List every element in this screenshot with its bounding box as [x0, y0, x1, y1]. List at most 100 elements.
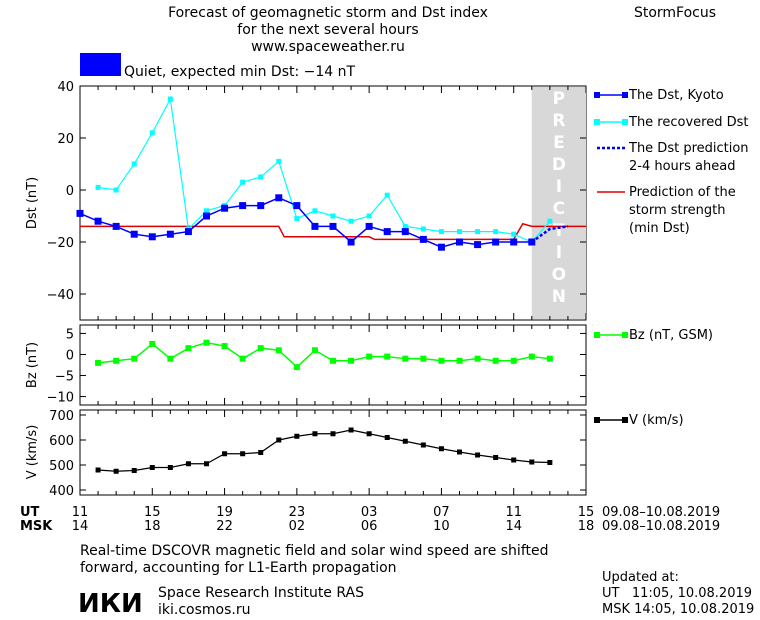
footer-note-line-2: forward, accounting for L1-Earth propaga… — [80, 560, 397, 576]
recovered-dst-point — [167, 96, 173, 102]
bz-point — [510, 357, 517, 364]
v-point — [95, 467, 101, 473]
dst-kyoto-point — [347, 238, 355, 246]
prediction-label-letter: I — [556, 177, 562, 197]
v-point — [438, 446, 444, 452]
legend-v-marker — [622, 417, 628, 423]
recovered-dst-point — [366, 213, 372, 219]
dst-kyoto-point — [456, 238, 463, 246]
dst-kyoto-point — [221, 204, 229, 212]
ut-tick-label: 11 — [72, 505, 89, 520]
status-text: Quiet, expected min Dst: −14 nT — [124, 64, 356, 80]
v-point — [366, 431, 372, 437]
recovered-dst-point — [384, 192, 390, 198]
v-point — [258, 450, 264, 455]
recovered-dst-point — [402, 223, 408, 229]
v-point — [167, 465, 173, 470]
prediction-label-letter: R — [552, 111, 565, 131]
institute-name: Space Research Institute RAS — [158, 585, 364, 601]
status-swatch — [80, 53, 121, 76]
v-point — [511, 457, 517, 463]
dst-prediction-line — [531, 225, 569, 244]
dst-kyoto-point — [437, 243, 445, 251]
dst-y-tick-label: 20 — [57, 132, 74, 147]
bz-point — [420, 355, 427, 362]
bz-point — [185, 345, 192, 352]
ut-tick-label: 03 — [361, 505, 378, 520]
v-point — [529, 459, 535, 465]
bz-point — [330, 357, 336, 364]
recovered-dst-point — [547, 218, 553, 224]
footer-note-line-1: Real-time DSCOVR magnetic field and sola… — [80, 543, 549, 559]
updated-msk: MSK 14:05, 10.08.2019 — [602, 602, 754, 617]
v-point — [547, 460, 553, 465]
v-point — [475, 452, 481, 458]
dst-kyoto-point — [293, 202, 301, 210]
msk-tick-label: 14 — [505, 519, 522, 534]
legend-storm-strength-label: storm strength — [629, 203, 726, 218]
prediction-label-letter: P — [553, 89, 565, 109]
legend-recovered-dst-label: The recovered Dst — [628, 115, 748, 130]
bz-line — [97, 341, 550, 369]
dst-kyoto-point — [184, 228, 192, 236]
updated-ut: UT 11:05, 10.08.2019 — [602, 586, 752, 601]
bz-point — [474, 355, 481, 362]
prediction-label-letter: E — [553, 133, 565, 153]
bz-point — [203, 339, 210, 346]
msk-tick-label: 18 — [144, 519, 161, 534]
prediction-label-letter: C — [553, 199, 565, 219]
dst-kyoto-point — [474, 241, 482, 249]
msk-date-range: 09.08–10.08.2019 — [602, 519, 720, 534]
v-point — [384, 435, 390, 440]
bz-point — [239, 355, 246, 362]
v-point — [131, 468, 137, 473]
v-point — [493, 455, 499, 460]
bz-point — [438, 357, 445, 364]
v-point — [294, 433, 300, 439]
dst-y-tick-label: 0 — [66, 184, 74, 199]
recovered-dst-point — [511, 231, 517, 237]
dst-y-tick-label: −40 — [47, 288, 74, 303]
v-point — [348, 427, 354, 433]
v-y-tick-label: 600 — [49, 434, 74, 449]
recovered-dst-point — [204, 208, 209, 214]
legend-v-marker — [594, 417, 600, 423]
dst-panel-frame — [79, 85, 587, 321]
v-point — [222, 451, 228, 457]
recovered-dst-point — [276, 158, 282, 164]
recovered-dst-point — [294, 216, 300, 222]
msk-label: MSK — [20, 519, 53, 534]
v-y-axis-label: V (km/s) — [25, 425, 40, 480]
legend-recovered-dst-marker — [622, 119, 628, 125]
recovered-dst-point — [438, 229, 444, 235]
v-point — [457, 449, 462, 455]
recovered-dst-point — [457, 229, 462, 235]
msk-tick-label: 06 — [361, 519, 378, 534]
dst-kyoto-point — [166, 230, 174, 238]
ut-tick-label: 19 — [216, 505, 233, 520]
bz-point — [492, 357, 499, 364]
v-point — [330, 431, 336, 437]
v-y-tick-label: 400 — [49, 484, 74, 499]
brand-label: StormFocus — [634, 5, 716, 21]
bz-point — [257, 345, 264, 352]
bz-y-axis-label: Bz (nT) — [25, 342, 40, 388]
legend-bz-label: Bz (nT, GSM) — [629, 328, 713, 343]
v-point — [149, 465, 155, 470]
recovered-dst-line — [97, 97, 551, 243]
dst-kyoto-point — [239, 202, 247, 210]
dst-kyoto-point — [365, 222, 373, 230]
v-panel-frame — [79, 409, 587, 496]
v-point — [312, 431, 318, 437]
prediction-label-letter: T — [553, 221, 565, 241]
ut-tick-label: 07 — [433, 505, 450, 520]
institute-site-link[interactable]: iki.cosmos.ru — [158, 602, 250, 618]
bz-point — [113, 357, 120, 364]
prediction-label-letter: I — [556, 243, 562, 263]
prediction-label-letter: D — [552, 155, 566, 175]
legend-dst-prediction-label: 2-4 hours ahead — [629, 159, 735, 174]
recovered-dst-point — [330, 213, 336, 219]
recovered-dst-point — [240, 179, 246, 185]
bz-point — [293, 364, 300, 371]
